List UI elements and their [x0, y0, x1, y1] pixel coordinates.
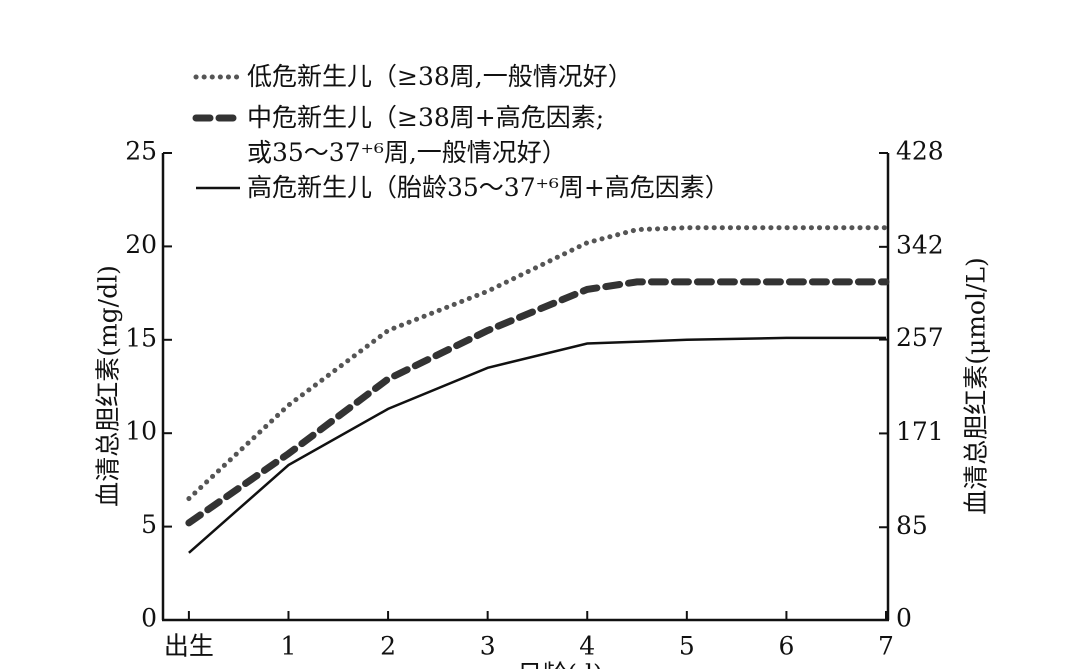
y-tick-label: 20 — [125, 230, 157, 259]
x-axis-label: 日龄(d) — [517, 660, 603, 669]
x-tick-label: 1 — [281, 632, 297, 661]
x-tick-label: 2 — [380, 632, 396, 661]
y2-tick-label: 342 — [896, 230, 944, 259]
legend-label: 中危新生儿（≥38周+高危因素; 或35～37⁺⁶周,一般情况好） — [247, 103, 605, 167]
y-tick-label: 25 — [125, 137, 157, 166]
series-line — [188, 336, 886, 554]
y-tick-label: 5 — [141, 510, 157, 539]
y-tick-label: 0 — [141, 604, 157, 633]
x-tick-label: 7 — [878, 632, 894, 661]
y2-axis-label: 血清总胆红素(μmol/L) — [962, 257, 991, 515]
y-axis-label: 血清总胆红素(mg/dl) — [94, 265, 123, 507]
series-line — [185, 278, 890, 527]
x-tick-label: 6 — [778, 632, 794, 661]
legend-label: 低危新生儿（≥38周,一般情况好） — [247, 62, 633, 91]
legend-label: 高危新生儿（胎龄35～37⁺⁶周+高危因素） — [247, 173, 730, 202]
y2-tick-label: 257 — [896, 323, 944, 352]
y2-tick-label: 428 — [896, 137, 944, 166]
y2-tick-label: 0 — [896, 604, 912, 633]
x-tick-label: 5 — [679, 632, 695, 661]
y2-tick-label: 171 — [896, 417, 944, 446]
y-tick-label: 10 — [125, 417, 157, 446]
x-tick-label: 出生 — [164, 632, 214, 661]
y-tick-label: 15 — [125, 323, 157, 352]
x-tick-label: 3 — [480, 632, 496, 661]
x-tick-label: 4 — [579, 632, 595, 661]
y2-tick-label: 85 — [896, 511, 928, 540]
series-line — [186, 225, 889, 502]
